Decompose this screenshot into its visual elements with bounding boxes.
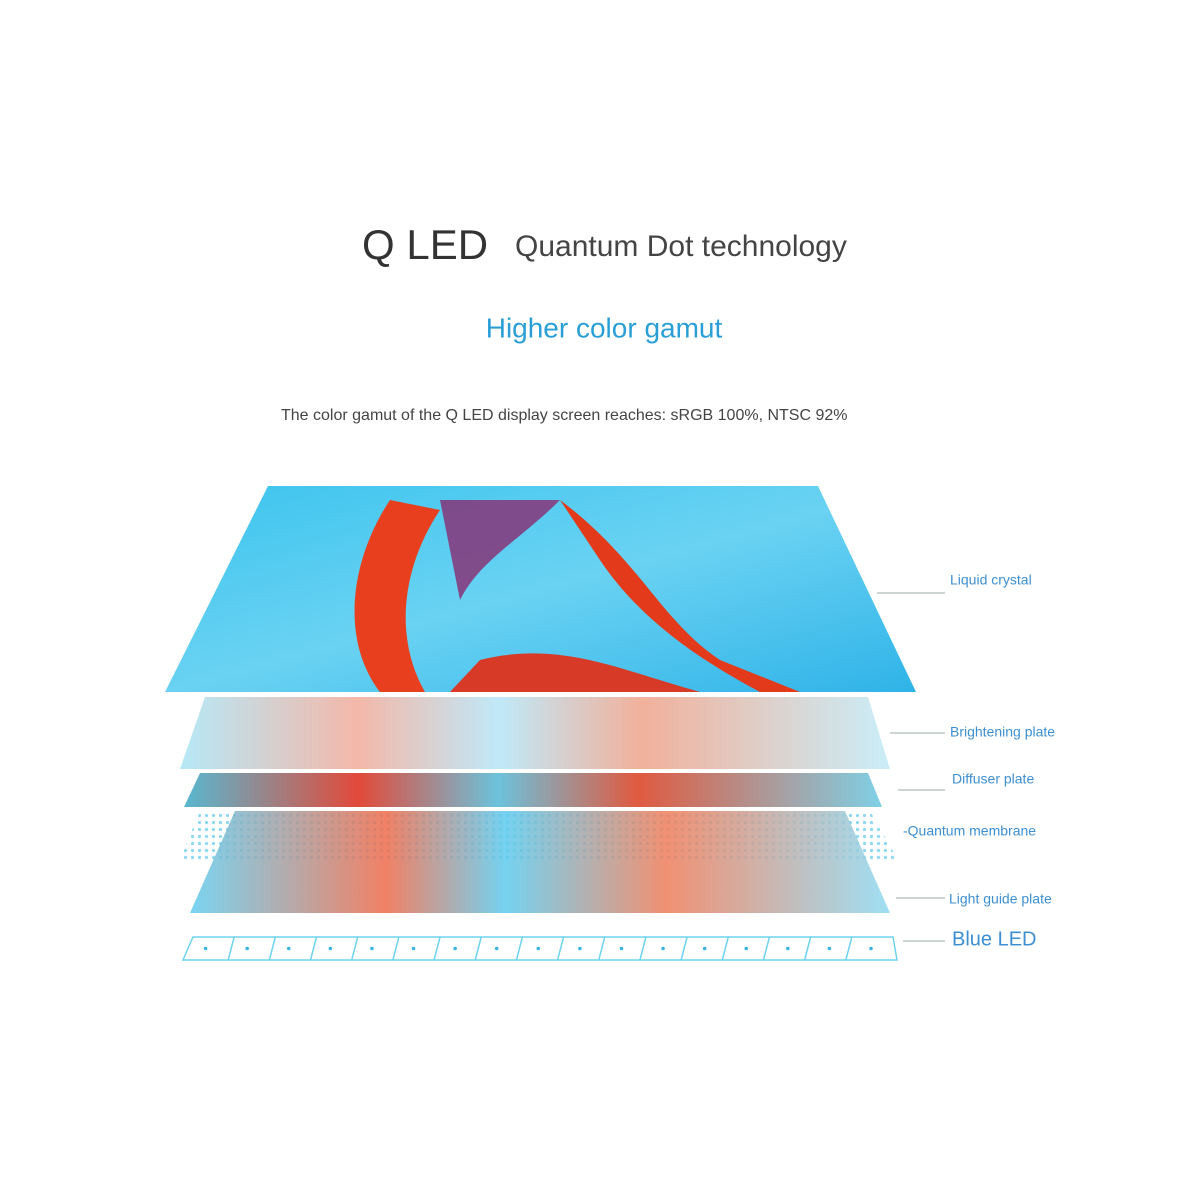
led-divider [392, 936, 400, 961]
led-dot [370, 946, 374, 951]
led-dot [453, 946, 457, 951]
brand: Q LED [362, 221, 488, 268]
led-divider [845, 936, 853, 961]
led-divider [680, 936, 688, 961]
led-divider [515, 936, 524, 961]
led-dot [203, 946, 208, 951]
led-dot [286, 946, 291, 951]
led-divider [350, 936, 359, 961]
led-divider [762, 936, 771, 961]
blue-led-layer [181, 936, 898, 961]
led-divider [433, 936, 441, 961]
led-divider [639, 936, 647, 961]
led-dot [702, 946, 707, 951]
layer-label: Liquid crystal [950, 572, 1032, 588]
liquid-crystal-layer [165, 486, 916, 692]
led-dot [619, 946, 624, 951]
led-dot [536, 946, 541, 951]
led-dot [328, 946, 333, 951]
led-dot [786, 946, 790, 951]
led-divider [309, 936, 318, 961]
led-dot [744, 946, 749, 951]
led-divider [227, 936, 235, 961]
brightening-plate-layer [180, 697, 890, 769]
layer-label: Blue LED [952, 928, 1037, 950]
led-divider [803, 936, 812, 961]
layer-label: Diffuser plate [952, 771, 1034, 787]
led-divider [474, 936, 482, 961]
quantum-membrane-layer [180, 811, 898, 913]
led-divider [598, 936, 606, 961]
led-divider [721, 936, 730, 961]
led-divider [556, 936, 565, 961]
led-dot [578, 946, 582, 951]
led-dot [411, 946, 416, 951]
led-dot [245, 946, 249, 951]
layer-label: Light guide plate [949, 891, 1052, 907]
led-dot [827, 946, 832, 951]
led-divider [268, 936, 277, 961]
description: The color gamut of the Q LED display scr… [281, 407, 847, 424]
heading: Higher color gamut [486, 312, 723, 343]
led-dot [869, 946, 873, 951]
layer-label: Brightening plate [950, 724, 1055, 740]
layer-label: -Quantum membrane [903, 823, 1036, 839]
title: Quantum Dot technology [515, 230, 847, 263]
diffuser-plate-layer [184, 773, 882, 807]
led-dot [661, 946, 665, 951]
led-dot [494, 946, 499, 951]
